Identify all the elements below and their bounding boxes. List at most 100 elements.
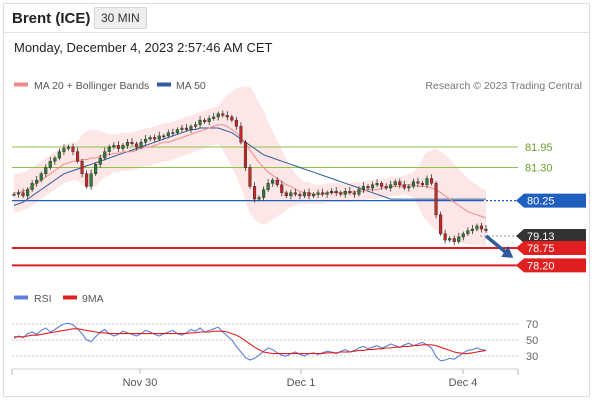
x-axis: Nov 30 Dec 1 Dec 4 <box>11 368 519 389</box>
nine-ma-legend-swatch <box>63 295 77 300</box>
candle-body <box>393 181 397 186</box>
level-tag-label-2: 80.25 <box>527 196 555 208</box>
ma20-legend-swatch <box>14 82 28 87</box>
candle-body <box>44 167 48 175</box>
candle-body <box>398 181 402 186</box>
candle-body <box>216 113 220 118</box>
level-tag-label-5: 78.20 <box>527 260 555 272</box>
ma20-line <box>14 124 487 219</box>
candle-body <box>203 119 207 122</box>
candle-body <box>321 192 325 195</box>
level-tag-5: 78.20 <box>516 258 586 273</box>
candle-body <box>293 192 297 195</box>
candle-body <box>225 115 229 118</box>
candle-body <box>180 127 184 130</box>
candle-body <box>85 173 89 187</box>
candle-body <box>144 138 148 143</box>
rsi-tick-label-2: 30 <box>526 351 538 363</box>
candle-body <box>407 186 411 189</box>
candle-body <box>457 236 461 242</box>
candle-body <box>193 124 198 127</box>
candle-body <box>380 183 384 187</box>
candle-body <box>35 179 39 184</box>
candle-body <box>243 141 248 168</box>
candle-body <box>334 190 338 193</box>
candle-body <box>30 183 34 190</box>
candle-body <box>239 126 243 143</box>
candle-body <box>207 118 211 122</box>
level-label-0: 81.95 <box>525 142 553 154</box>
rsi-panel: 70 50 30 <box>12 319 538 363</box>
x-tick-label-2: Dec 4 <box>449 377 478 389</box>
forecast-arrow <box>484 234 514 258</box>
candle-body <box>66 146 70 149</box>
x-tick-label-1: Dec 1 <box>287 377 316 389</box>
instrument-title: Brent (ICE) <box>12 10 91 27</box>
candle-body <box>162 135 166 138</box>
nine-ma-line <box>14 328 487 355</box>
candle-body <box>352 192 356 195</box>
candle-body <box>212 116 216 119</box>
candle-body <box>461 233 465 238</box>
candle-body <box>257 197 261 200</box>
candle-body <box>48 160 52 168</box>
candle-body <box>470 228 474 231</box>
moving-averages <box>13 124 487 219</box>
candle-body <box>266 183 270 190</box>
rsi-tick-label-0: 70 <box>526 319 538 331</box>
candle-body <box>75 151 80 162</box>
candle-body <box>357 189 361 195</box>
candle-body <box>402 184 406 189</box>
candle-body <box>361 186 366 190</box>
ma50-line <box>13 127 486 206</box>
candle-body <box>12 194 16 196</box>
chart-header: Brent (ICE) 30 MIN <box>4 4 589 33</box>
candle-body <box>466 230 470 235</box>
candle-body <box>53 157 57 162</box>
candle-body <box>271 179 275 184</box>
candle-body <box>298 194 302 197</box>
candle-body <box>39 173 43 181</box>
candles <box>12 110 488 246</box>
candle-body <box>171 132 175 134</box>
candle-body <box>125 141 129 146</box>
timestamp: Monday, December 4, 2023 2:57:46 AM CET <box>14 40 273 55</box>
candle-body <box>134 143 139 148</box>
candle-body <box>389 184 393 189</box>
level-tag-4: 78.75 <box>516 241 586 255</box>
candle-body <box>248 167 252 187</box>
candle-body <box>289 192 293 197</box>
level-tag-bg-5 <box>516 258 586 273</box>
candle-body <box>230 116 234 121</box>
candle-body <box>284 192 288 197</box>
arrow-head <box>501 245 514 258</box>
price-legend: MA 20 + Bollinger Bands MA 50 Research ©… <box>14 80 582 92</box>
candle-body <box>103 151 107 159</box>
candle-body <box>330 190 334 193</box>
rsi-legend-label: RSI <box>34 293 52 305</box>
candle-body <box>434 183 438 216</box>
candle-body <box>139 141 143 148</box>
candle-body <box>166 132 170 137</box>
candle-body <box>94 164 98 175</box>
candle-body <box>312 194 316 197</box>
candle-body <box>175 129 179 134</box>
candle-body <box>475 225 479 230</box>
rsi-legend: RSI 9MA <box>14 293 104 305</box>
rsi-line <box>13 322 487 362</box>
candle-body <box>112 145 116 148</box>
candle-body <box>384 186 388 189</box>
candle-body <box>17 192 21 195</box>
candle-body <box>339 192 343 195</box>
candle-body <box>252 186 257 200</box>
candle-body <box>107 146 111 152</box>
rsi-tick-label-1: 50 <box>526 335 538 347</box>
level-tag-label-4: 78.75 <box>527 243 555 255</box>
candle-body <box>479 225 484 230</box>
timeframe-badge[interactable]: 30 MIN <box>94 7 147 29</box>
candle-body <box>80 160 84 174</box>
candle-body <box>57 151 61 159</box>
candle-body <box>302 192 307 197</box>
candle-body <box>157 135 161 140</box>
candle-body <box>325 192 329 195</box>
